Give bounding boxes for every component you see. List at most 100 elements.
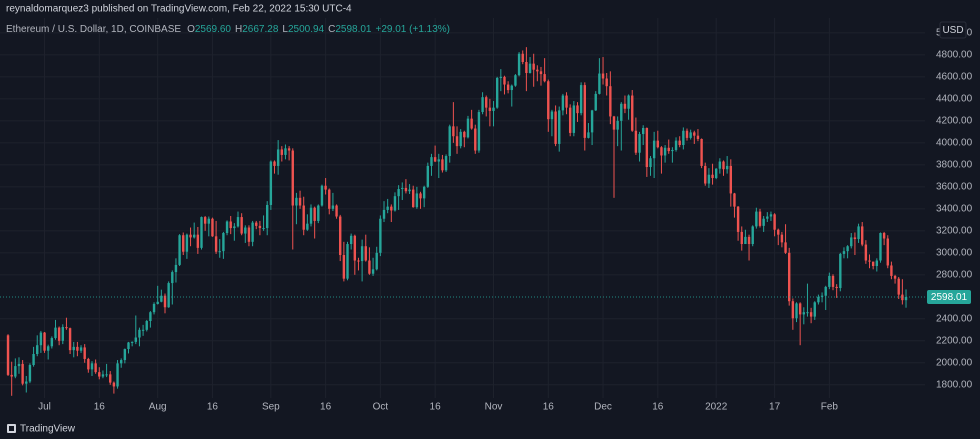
- candle-body: [572, 105, 576, 133]
- candle-body: [119, 360, 123, 364]
- candle-body: [302, 205, 305, 230]
- candle-body: [61, 327, 64, 341]
- x-tick-label: Feb: [821, 402, 839, 413]
- candle-body: [32, 354, 35, 366]
- y-tick-label: 4200.00: [936, 115, 973, 126]
- candle-body: [576, 105, 579, 114]
- y-tick-label: 3000.00: [936, 247, 973, 258]
- candle-body: [696, 135, 700, 139]
- y-tick-label: 3800.00: [936, 159, 973, 170]
- candle-body: [222, 233, 225, 252]
- candle-body: [269, 161, 273, 205]
- candle-body: [101, 374, 105, 377]
- candle-body: [149, 312, 152, 322]
- y-tick-label: 1800.00: [936, 379, 973, 390]
- candle-body: [65, 327, 68, 329]
- candle-body: [521, 53, 524, 62]
- candle-body: [452, 126, 455, 137]
- candle-body: [291, 150, 294, 206]
- x-tick-label: 16: [430, 402, 442, 413]
- candle-body: [28, 365, 32, 382]
- candle-body: [313, 207, 316, 221]
- candle-body: [528, 63, 532, 73]
- candle-body: [474, 128, 477, 151]
- candle-body: [36, 345, 39, 355]
- candle-body: [868, 260, 871, 262]
- candle-body: [525, 61, 528, 73]
- candle-body: [79, 347, 83, 351]
- candle-body: [736, 206, 740, 232]
- candle-body: [459, 131, 462, 147]
- candle-body: [455, 136, 459, 147]
- candle-body: [360, 246, 364, 262]
- candle-body: [751, 226, 754, 245]
- candle-body: [488, 107, 492, 111]
- candle-body: [649, 158, 652, 168]
- candle-body: [547, 81, 550, 120]
- candle-body: [112, 382, 116, 387]
- candle-body: [182, 235, 185, 252]
- candle-body: [740, 231, 743, 245]
- candle-body: [601, 73, 605, 79]
- candle-body: [769, 214, 773, 217]
- candle-body: [273, 161, 276, 166]
- candle-body: [539, 71, 543, 75]
- candle-body: [704, 165, 707, 184]
- candle-body: [766, 216, 769, 219]
- grid: [0, 18, 925, 398]
- candle-body: [419, 193, 422, 199]
- candle-body: [426, 165, 430, 187]
- candle-body: [433, 157, 437, 162]
- candle-body: [141, 329, 145, 331]
- candle-body: [565, 95, 568, 108]
- candle-body: [506, 84, 510, 91]
- candle-body: [857, 226, 860, 240]
- candle-body: [309, 207, 313, 224]
- candle-body: [879, 233, 882, 261]
- ohlc-key: H: [235, 24, 242, 35]
- candle-body: [276, 149, 280, 166]
- candle-body: [17, 363, 21, 367]
- currency-badge: [939, 21, 967, 39]
- publisher-line: reynaldomarquez3 published on TradingVie…: [6, 4, 352, 15]
- ohlc-key: L: [282, 24, 288, 35]
- candle-body: [178, 235, 181, 265]
- candle-body: [835, 286, 838, 289]
- candle-body: [317, 205, 320, 221]
- candle-body: [39, 332, 43, 346]
- candle-body: [382, 209, 386, 219]
- candle-body: [631, 95, 634, 131]
- candle-body: [861, 226, 864, 245]
- candle-body: [817, 296, 820, 303]
- candle-body: [700, 138, 703, 166]
- candle-body: [138, 329, 141, 338]
- candle-body: [109, 374, 112, 383]
- candle-body: [481, 97, 484, 113]
- candle-body: [656, 140, 659, 148]
- candle-body: [813, 302, 816, 317]
- candle-body: [718, 161, 722, 169]
- candle-body: [485, 97, 488, 108]
- candle-body: [430, 157, 433, 166]
- candle-body: [87, 358, 90, 370]
- x-tick-label: Aug: [149, 402, 167, 413]
- brand-name: TradingView: [20, 424, 76, 435]
- candle-body: [795, 303, 798, 319]
- candle-body: [598, 73, 601, 94]
- y-tick-label: 4400.00: [936, 93, 973, 104]
- candle-body: [331, 205, 335, 209]
- candle-body: [671, 149, 674, 152]
- candle-body: [685, 130, 689, 138]
- candle-body: [306, 223, 309, 230]
- candle-body: [784, 242, 787, 253]
- candle-body: [798, 303, 802, 315]
- y-tick-label: 2200.00: [936, 335, 973, 346]
- candle-body: [207, 218, 211, 224]
- candle-body: [408, 189, 411, 192]
- candle-body: [339, 216, 342, 256]
- x-tick-label: 2022: [705, 402, 728, 413]
- candle-body: [404, 187, 408, 192]
- x-tick-label: 16: [94, 402, 106, 413]
